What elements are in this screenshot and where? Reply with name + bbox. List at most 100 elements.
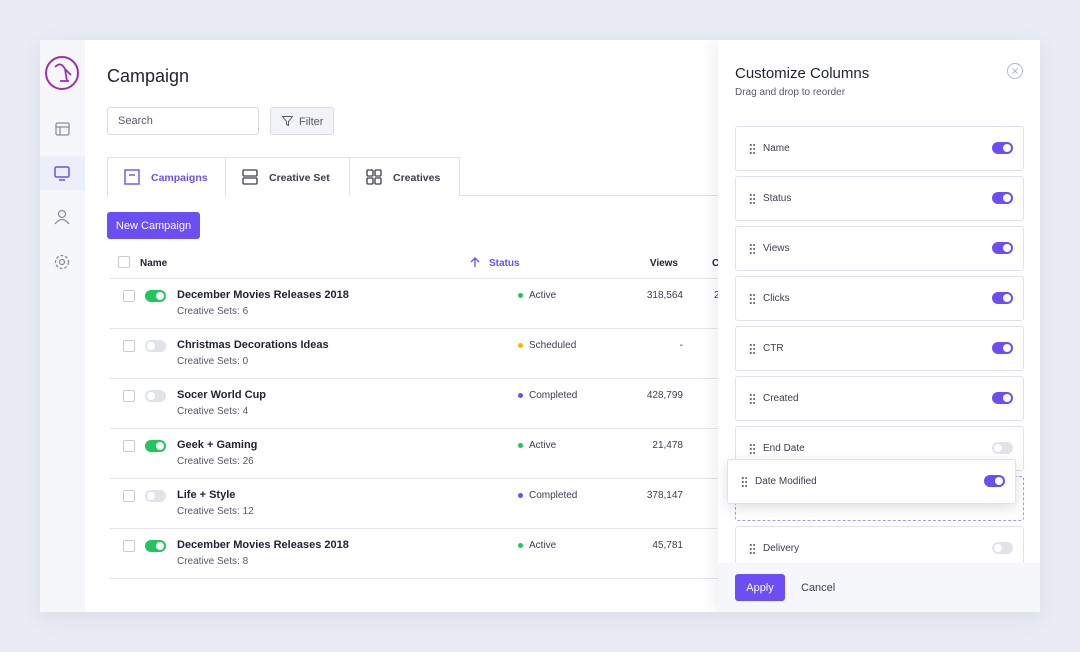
status: Active: [529, 440, 557, 451]
column-toggle[interactable]: [992, 342, 1013, 354]
filter-label: Filter: [299, 116, 324, 128]
drag-handle: [749, 143, 755, 154]
campaign-table: Name Status Views C December Movies Releases…: [110, 250, 730, 580]
row-toggle[interactable]: [145, 440, 166, 452]
drag-handle: [749, 193, 755, 204]
checkbox[interactable]: [123, 540, 135, 552]
checkbox[interactable]: [123, 490, 135, 502]
tab-icon: [124, 169, 140, 185]
column-toggle[interactable]: [992, 442, 1013, 454]
column-item[interactable]: Status: [735, 176, 1024, 221]
row-divider: [110, 328, 720, 329]
tab-label: Campaigns: [151, 172, 208, 184]
column-item[interactable]: Clicks: [735, 276, 1024, 321]
campaign-name: Socer World Cup: [177, 389, 267, 401]
status: Scheduled: [529, 340, 577, 351]
column-toggle[interactable]: [992, 292, 1013, 304]
drag-handle: [749, 293, 755, 304]
creative-sets: Creative Sets: 6: [177, 306, 249, 317]
column-toggle[interactable]: [992, 142, 1013, 154]
checkbox[interactable]: [118, 256, 130, 268]
campaign-name: Christmas Decorations Ideas: [177, 339, 329, 351]
row-toggle[interactable]: [145, 340, 166, 352]
app-window: Campaign Search Filter Campaigns Creative…: [40, 40, 1040, 612]
views: 378,147: [646, 490, 683, 501]
views: 318,564: [646, 290, 683, 301]
row-divider: [110, 428, 720, 429]
row-toggle[interactable]: [145, 290, 166, 302]
tab[interactable]: Creatives: [349, 157, 460, 196]
status-dot: [518, 543, 523, 548]
column-item[interactable]: CTR: [735, 326, 1024, 371]
views: -: [679, 340, 683, 351]
panel-title: Customize Columns: [735, 65, 870, 82]
campaign-name: December Movies Releases 2018: [177, 289, 349, 301]
row-divider: [110, 578, 720, 579]
status-dot: [518, 293, 523, 298]
tab[interactable]: Campaigns: [107, 157, 226, 197]
tab[interactable]: Creative Set: [225, 157, 350, 196]
search-input[interactable]: Search: [107, 107, 259, 135]
creative-sets: Creative Sets: 4: [177, 406, 249, 417]
filter-button[interactable]: Filter: [270, 107, 334, 135]
column-name: Delivery: [763, 543, 800, 554]
clicks: 2: [714, 290, 720, 301]
column-toggle[interactable]: [984, 475, 1005, 487]
column-name: Date Modified: [755, 476, 817, 487]
column-header: Views: [649, 258, 678, 269]
column-name: Views: [763, 243, 790, 254]
column-name: Created: [763, 393, 799, 404]
column-name: Name: [763, 143, 790, 154]
column-name: CTR: [763, 343, 784, 354]
drag-handle: [749, 393, 755, 404]
checkbox[interactable]: [123, 440, 135, 452]
tab-icon: [242, 169, 258, 185]
close-button[interactable]: [1006, 62, 1024, 80]
status: Active: [529, 540, 557, 551]
column-toggle[interactable]: [992, 242, 1013, 254]
checkbox[interactable]: [123, 340, 135, 352]
views: 21,478: [652, 440, 683, 451]
row-toggle[interactable]: [145, 540, 166, 552]
creative-sets: Creative Sets: 26: [177, 456, 254, 467]
cancel-button[interactable]: Cancel: [801, 582, 836, 594]
page-title: Campaign: [107, 66, 190, 86]
status: Completed: [529, 490, 578, 501]
column-toggle[interactable]: [992, 392, 1013, 404]
row-toggle[interactable]: [145, 390, 166, 402]
checkbox[interactable]: [123, 390, 135, 402]
column-item[interactable]: Created: [735, 376, 1024, 421]
column-item[interactable]: Date Modified: [727, 459, 1016, 504]
column-header: Status: [489, 258, 520, 269]
sidebar: [40, 40, 85, 612]
row-toggle[interactable]: [145, 490, 166, 502]
sidebar-icons: [40, 56, 85, 270]
drag-handle: [749, 443, 755, 454]
search-placeholder: Search: [118, 115, 153, 127]
column-toggle[interactable]: [992, 542, 1013, 554]
drag-handle: [749, 243, 755, 254]
status: Completed: [529, 390, 578, 401]
column-toggle[interactable]: [992, 192, 1013, 204]
new-campaign-label: New Campaign: [115, 220, 192, 232]
new-campaign-button[interactable]: New Campaign: [107, 212, 200, 239]
apply-button[interactable]: Apply: [735, 574, 785, 601]
row-divider: [110, 528, 720, 529]
campaign-name: Geek + Gaming: [177, 439, 258, 451]
creative-sets: Creative Sets: 0: [177, 356, 249, 367]
drag-handle: [749, 543, 755, 554]
status: Active: [529, 290, 557, 301]
row-divider: [110, 278, 720, 279]
row-divider: [110, 378, 720, 379]
column-item[interactable]: Views: [735, 226, 1024, 271]
column-header: Name: [140, 258, 168, 269]
views: 45,781: [652, 540, 683, 551]
tab-label: Creatives: [393, 172, 441, 184]
views: 428,799: [646, 390, 683, 401]
creative-sets: Creative Sets: 12: [177, 506, 254, 517]
customize-panel: Customize Columns Drag and drop to reord…: [718, 40, 1040, 612]
checkbox[interactable]: [123, 290, 135, 302]
column-item[interactable]: Name: [735, 126, 1024, 171]
creative-sets: Creative Sets: 8: [177, 556, 249, 567]
